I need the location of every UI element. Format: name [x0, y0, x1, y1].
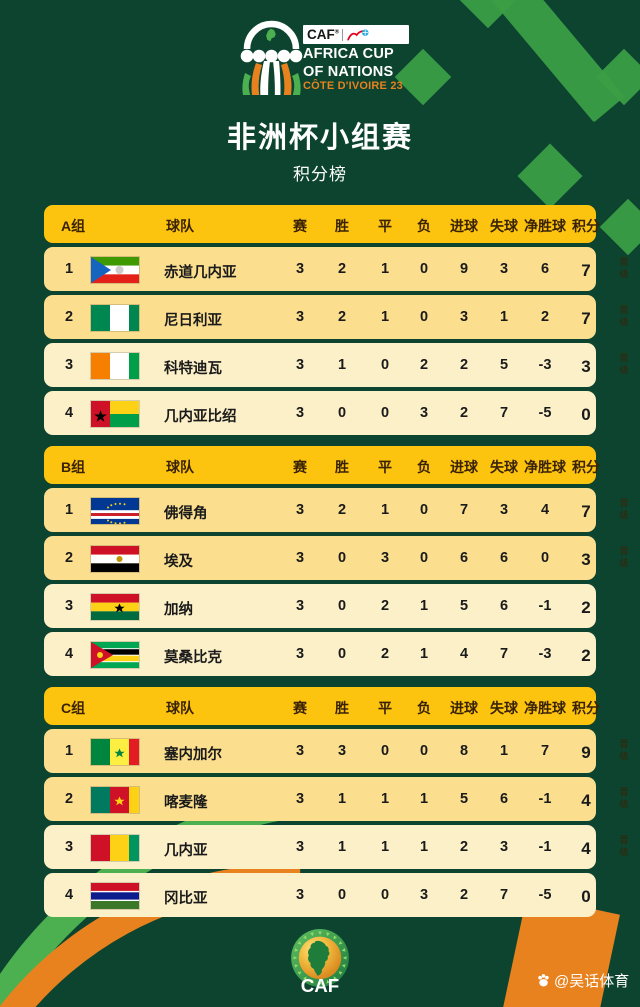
svg-text:CAF: CAF: [301, 975, 339, 996]
